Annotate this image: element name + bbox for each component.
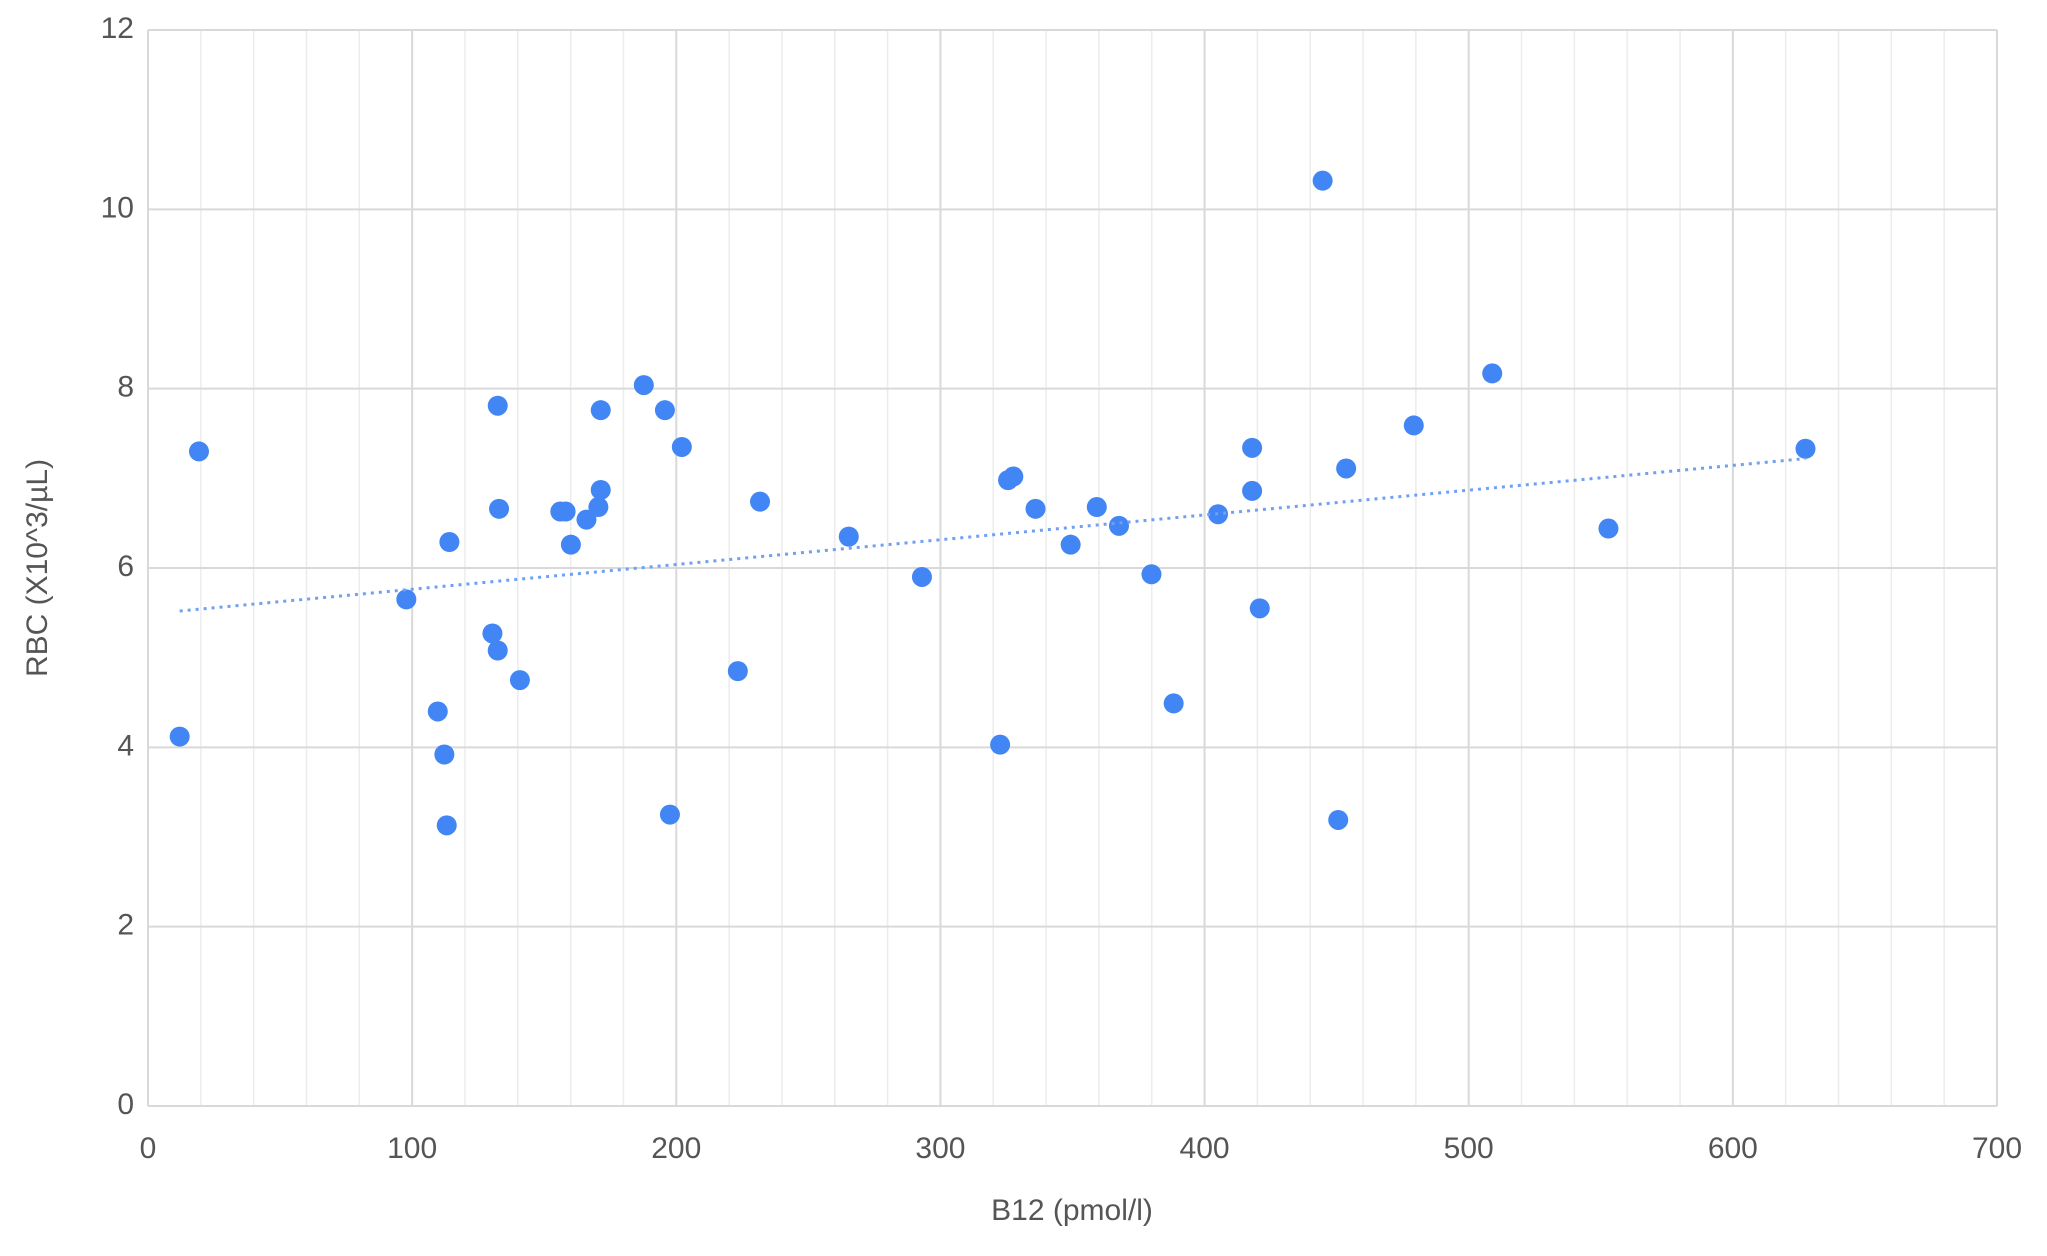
point (1003, 466, 1024, 487)
point (750, 491, 771, 512)
x-tick-label: 200 (651, 1132, 701, 1165)
trendline (179, 457, 1806, 613)
point (1141, 564, 1162, 585)
point (489, 498, 510, 519)
point (654, 400, 675, 421)
point (633, 375, 654, 396)
point (590, 479, 611, 500)
point (555, 501, 576, 522)
point (560, 534, 581, 555)
x-axis-label: B12 (pmol/l) (991, 1194, 1153, 1227)
point (427, 701, 448, 722)
point (1598, 518, 1619, 539)
point (1482, 363, 1503, 384)
point (396, 589, 417, 610)
point (590, 400, 611, 421)
point (487, 395, 508, 416)
y-axis-label: RBC (X10^3/µL) (21, 459, 54, 677)
point (487, 640, 508, 661)
point (1086, 497, 1107, 518)
point (1249, 598, 1270, 619)
y-tick-label: 0 (117, 1088, 134, 1121)
point (588, 497, 609, 518)
y-tick-label: 6 (117, 550, 134, 583)
point (434, 744, 455, 765)
point (911, 566, 932, 587)
point (1312, 170, 1333, 191)
x-tick-label: 400 (1180, 1132, 1230, 1165)
point (990, 734, 1011, 755)
y-tick-label: 4 (117, 729, 134, 762)
x-tick-label: 300 (915, 1132, 965, 1165)
y-tick-label: 12 (101, 12, 134, 45)
point (576, 509, 597, 530)
point (188, 441, 209, 462)
point (439, 531, 460, 552)
x-tick-label: 100 (387, 1132, 437, 1165)
point (1108, 515, 1129, 536)
point (169, 726, 190, 747)
y-tick-label: 10 (101, 191, 134, 224)
x-tick-label: 700 (1972, 1132, 2022, 1165)
point (671, 436, 692, 457)
point (1403, 415, 1424, 436)
point (1328, 809, 1349, 830)
point (1060, 534, 1081, 555)
point (838, 526, 859, 547)
point (1336, 458, 1357, 479)
point (1025, 498, 1046, 519)
y-tick-label: 2 (117, 909, 134, 942)
y-tick-label: 8 (117, 371, 134, 404)
point (1242, 437, 1263, 458)
x-tick-label: 500 (1444, 1132, 1494, 1165)
point (1163, 693, 1184, 714)
point (1795, 438, 1816, 459)
point (436, 815, 457, 836)
point (482, 623, 503, 644)
point (509, 670, 530, 691)
x-tick-label: 600 (1708, 1132, 1758, 1165)
x-tick-label: 0 (140, 1132, 157, 1165)
point (727, 661, 748, 682)
point (1242, 480, 1263, 501)
point (659, 804, 680, 825)
